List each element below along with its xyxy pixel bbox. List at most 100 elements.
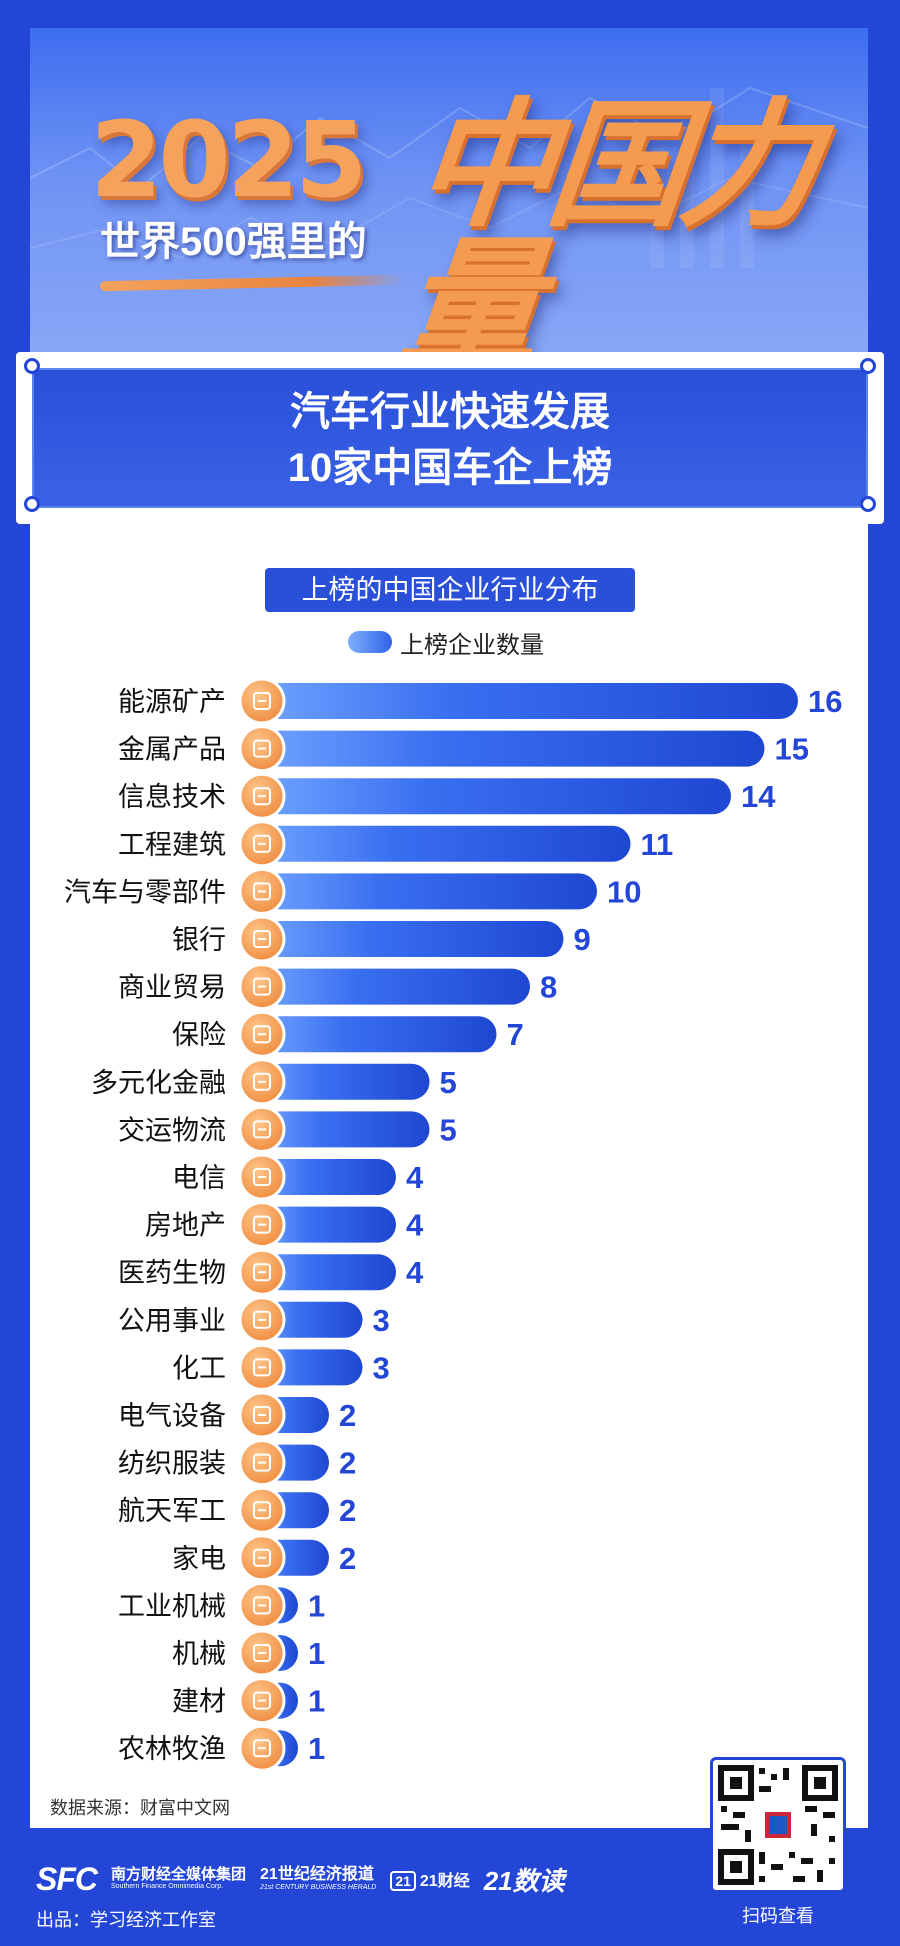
- dna-icon: [238, 1248, 286, 1296]
- signal-tower-icon: [238, 1296, 286, 1344]
- header-year: 2025: [90, 99, 367, 221]
- bar: [262, 1016, 497, 1053]
- oil-pump-icon: [238, 677, 286, 725]
- sfc-logo: SFC: [36, 1860, 98, 1897]
- bar-row: 工程建筑 11: [118, 820, 674, 868]
- factory-icon: [238, 1343, 286, 1391]
- category-label: 交运物流: [118, 1115, 226, 1145]
- bar: [262, 778, 731, 815]
- value-label: 1: [308, 1684, 325, 1719]
- category-label: 房地产: [145, 1211, 226, 1241]
- bar: [262, 921, 564, 957]
- value-label: 4: [406, 1208, 424, 1243]
- bar-row: 建材 1: [172, 1677, 325, 1725]
- category-label: 电气设备: [118, 1401, 226, 1431]
- category-label: 工程建筑: [118, 830, 226, 860]
- value-label: 3: [373, 1350, 390, 1385]
- washing-machine-icon: [238, 1534, 286, 1582]
- category-label: 建材: [172, 1687, 226, 1717]
- bricks-icon: [238, 1677, 286, 1725]
- sfc-logo-text: 南方财经全媒体集团 Southern Finance Omnimedia Cor…: [111, 1867, 246, 1890]
- value-label: 14: [741, 779, 776, 814]
- value-label: 1: [308, 1731, 325, 1766]
- value-label: 2: [339, 1541, 356, 1576]
- banner-corner-dot: [24, 358, 40, 374]
- footer-logos: SFC 南方财经全媒体集团 Southern Finance Omnimedia…: [36, 1860, 565, 1897]
- bar: [262, 1254, 396, 1291]
- category-label: 信息技术: [118, 782, 226, 812]
- tree-icon: [238, 1724, 286, 1772]
- bar-row: 航天军工 2: [118, 1486, 356, 1534]
- bar: [262, 683, 798, 719]
- bar-row: 房地产 4: [145, 1201, 424, 1249]
- bank-icon: [238, 915, 286, 963]
- bar-row: 多元化金融 5: [91, 1058, 457, 1106]
- bar: [262, 825, 631, 862]
- circular-arrows-icon: [238, 1391, 286, 1439]
- value-label: 7: [507, 1017, 524, 1052]
- bar-row: 汽车与零部件 10: [64, 867, 641, 915]
- bar-row: 医药生物 4: [118, 1248, 424, 1296]
- value-label: 9: [574, 922, 591, 957]
- house-document-icon: [238, 1201, 286, 1249]
- value-label: 4: [406, 1255, 424, 1290]
- bar: [262, 730, 765, 767]
- bar-row: 纺织服装 2: [118, 1439, 356, 1487]
- header-banner: [30, 28, 868, 363]
- decorative-background: [30, 86, 868, 268]
- data-source: 数据来源：财富中文网: [50, 1798, 230, 1818]
- sfc-logo-en: Southern Finance Omnimedia Corp.: [111, 1883, 224, 1891]
- category-label: 保险: [172, 1020, 226, 1050]
- category-label: 家电: [172, 1544, 226, 1574]
- bar-row: 交运物流 5: [118, 1105, 457, 1153]
- category-label: 电信: [172, 1163, 226, 1193]
- qr-caption: 扫码查看: [742, 1906, 814, 1926]
- category-label: 化工: [172, 1353, 226, 1383]
- category-label: 银行: [172, 925, 226, 955]
- 21c-logo-cn: 21世纪经济报道: [260, 1865, 374, 1883]
- qr-code[interactable]: [710, 1757, 846, 1893]
- bar-row: 能源矿产 16: [118, 677, 842, 725]
- value-label: 3: [373, 1303, 390, 1338]
- 21cj-logo: 21 21财经: [390, 1867, 470, 1891]
- bar-row: 商业贸易 8: [118, 963, 557, 1011]
- category-label: 多元化金融: [91, 1068, 226, 1098]
- 21cj-logo-text: 21财经: [419, 1873, 470, 1890]
- value-label: 11: [641, 827, 674, 862]
- fire-extinguisher-icon: [238, 1581, 286, 1629]
- bar: [262, 1301, 363, 1338]
- 21cj-logo-box: 21: [390, 1871, 416, 1891]
- category-label: 医药生物: [118, 1258, 226, 1288]
- truck-icon: [238, 1153, 286, 1201]
- steel-bar-icon: [238, 725, 286, 773]
- category-label: 能源矿产: [118, 687, 226, 717]
- chart-title: 上榜的中国企业行业分布: [265, 568, 635, 612]
- value-label: 16: [808, 684, 842, 719]
- bar: [262, 968, 530, 1005]
- category-label: 商业贸易: [118, 973, 226, 1003]
- bar-row: 信息技术 14: [118, 772, 776, 820]
- banner-corner-dot: [860, 496, 876, 512]
- bar-row: 保险 7: [172, 1010, 524, 1058]
- bar: [262, 1206, 396, 1243]
- banner-headline: 汽车行业快速发展: [290, 390, 610, 434]
- producer-credit: 出品：学习经济工作室: [36, 1910, 216, 1930]
- car-icon: [238, 867, 286, 915]
- shudu-logo: 21数读: [483, 1865, 565, 1896]
- value-label: 1: [308, 1588, 325, 1623]
- qr-code-pattern: [718, 1765, 838, 1885]
- bar: [262, 1159, 396, 1195]
- 21c-logo-en: 21st CENTURY BUSINESS HERALD: [260, 1883, 377, 1891]
- trade-icon: [238, 963, 286, 1011]
- bar: [262, 873, 597, 910]
- bar-row: 银行 9: [172, 915, 591, 963]
- value-label: 2: [339, 1493, 356, 1528]
- bar-row: 金属产品 15: [118, 725, 809, 773]
- category-label: 农林牧渔: [118, 1734, 226, 1764]
- header-subline: 世界500强里的: [100, 220, 367, 264]
- banner-subheadline: 10家中国车企上榜: [287, 446, 613, 490]
- building-icon: [238, 820, 286, 868]
- category-label: 工业机械: [118, 1591, 226, 1621]
- gear-icon: [238, 1629, 286, 1677]
